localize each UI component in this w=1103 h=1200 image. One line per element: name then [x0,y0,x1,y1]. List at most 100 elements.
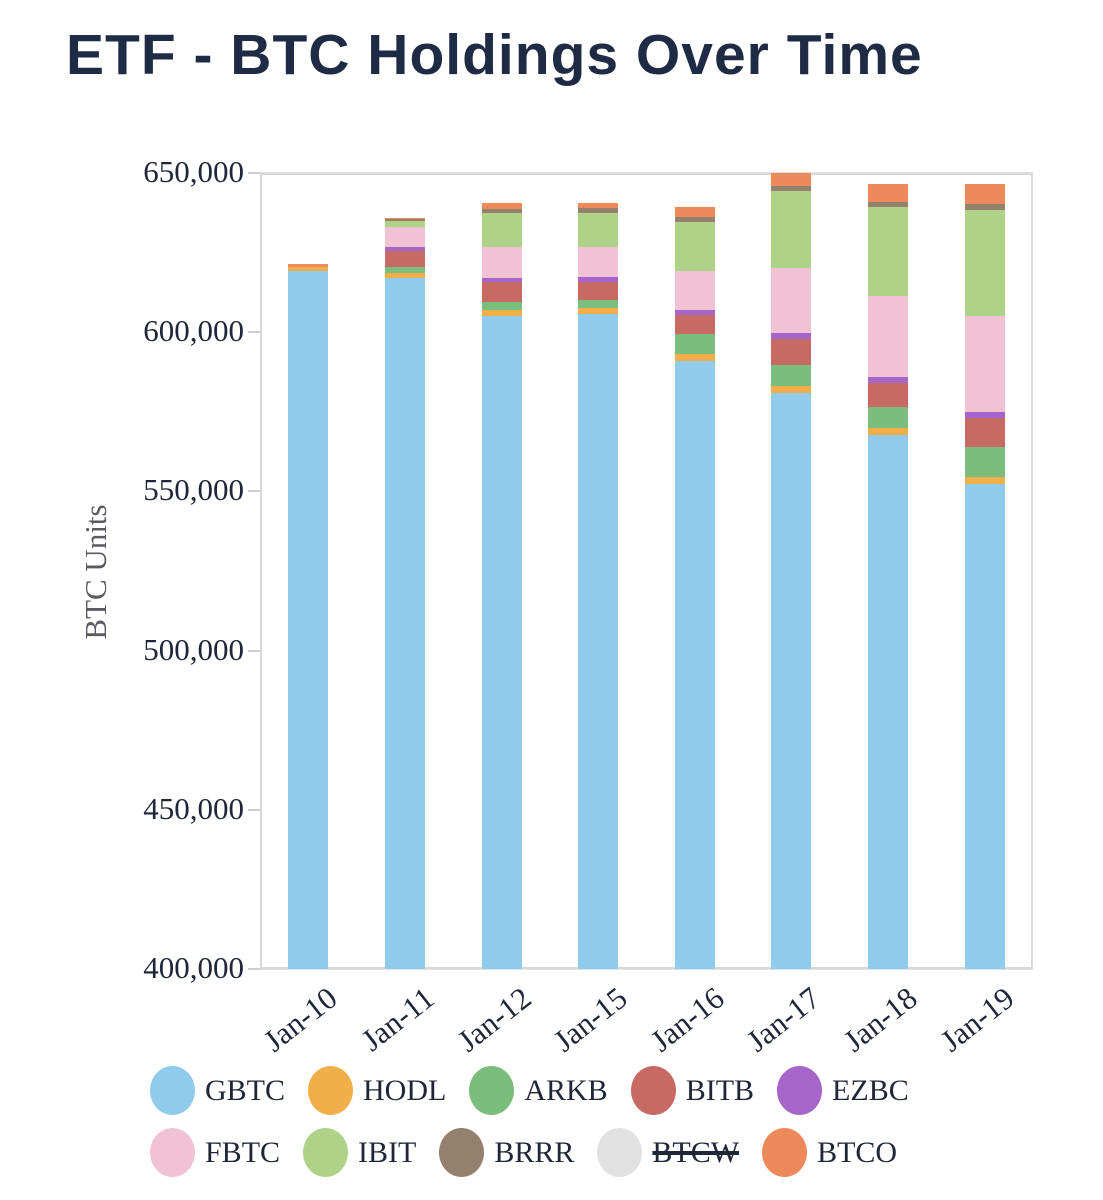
legend-swatch-icon [308,1066,354,1115]
bar-segment-BRRR-Jan-17[interactable] [771,185,811,191]
bar-segment-ARKB-Jan-11[interactable] [385,266,425,273]
bar-segment-BITB-Jan-16[interactable] [675,315,715,335]
x-tick-label: Jan-12 [450,980,538,1059]
bar-segment-BTCO-Jan-10[interactable] [288,264,328,267]
x-tick-label: Jan-11 [354,980,441,1058]
legend-swatch-icon [777,1066,823,1115]
chart-title: ETF - BTC Holdings Over Time [66,23,923,87]
bar-segment-IBIT-Jan-15[interactable] [578,213,618,248]
bar-segment-EZBC-Jan-18[interactable] [868,377,908,384]
bar-segment-GBTC-Jan-10[interactable] [288,271,328,969]
bar-segment-BTCO-Jan-11[interactable] [385,217,425,219]
bar-segment-BRRR-Jan-18[interactable] [868,201,908,208]
legend-item-EZBC[interactable]: EZBC [777,1066,909,1115]
x-tick-label: Jan-16 [643,980,731,1059]
bar-segment-BRRR-Jan-15[interactable] [578,208,618,214]
legend-row: FBTC IBIT BRRR BTCW BTCO [150,1128,909,1177]
bar-segment-BITB-Jan-11[interactable] [385,250,425,267]
y-tick-label: 500,000 [143,632,244,667]
bar-segment-ARKB-Jan-16[interactable] [675,334,715,354]
bar-segment-IBIT-Jan-12[interactable] [482,212,522,247]
bar-segment-IBIT-Jan-19[interactable] [965,210,1005,316]
bar-segment-FBTC-Jan-16[interactable] [675,271,715,311]
bar-segment-BTCO-Jan-16[interactable] [675,207,715,217]
bar-segment-HODL-Jan-12[interactable] [482,309,522,316]
y-tick-label: 600,000 [143,313,244,348]
legend-item-FBTC[interactable]: FBTC [150,1128,280,1177]
bar-segment-HODL-Jan-15[interactable] [578,308,618,315]
legend-item-BRRR[interactable]: BRRR [439,1128,574,1177]
bar-segment-GBTC-Jan-19[interactable] [965,484,1005,969]
bar-segment-ARKB-Jan-18[interactable] [868,407,908,429]
legend-item-BITB[interactable]: BITB [630,1066,755,1115]
bar-segment-BTCO-Jan-17[interactable] [771,173,811,186]
bar-segment-FBTC-Jan-19[interactable] [965,315,1005,412]
bar-segment-EZBC-Jan-16[interactable] [675,310,715,316]
bar-segment-HODL-Jan-19[interactable] [965,476,1005,485]
bar-segment-BRRR-Jan-16[interactable] [675,216,715,223]
legend-swatch-icon [150,1128,195,1177]
legend-row: GBTC HODL ARKB BITB EZBC [150,1066,909,1115]
bar-segment-GBTC-Jan-17[interactable] [771,393,811,969]
bar-segment-ARKB-Jan-17[interactable] [771,364,811,386]
bar-segment-GBTC-Jan-12[interactable] [482,315,522,969]
legend-item-BTCO[interactable]: BTCO [762,1128,897,1177]
bar-segment-BTCO-Jan-18[interactable] [868,183,908,202]
bar-segment-FBTC-Jan-15[interactable] [578,247,618,278]
bar-segment-BTCO-Jan-12[interactable] [482,202,522,209]
bar-segment-EZBC-Jan-15[interactable] [578,277,618,283]
bar-segment-BTCO-Jan-19[interactable] [965,183,1005,204]
legend-label: ARKB [524,1073,608,1107]
bar-segment-HODL-Jan-18[interactable] [868,428,908,436]
bar-segment-GBTC-Jan-11[interactable] [385,278,425,969]
bar-segment-FBTC-Jan-17[interactable] [771,268,811,333]
bar-segment-BRRR-Jan-19[interactable] [965,203,1005,211]
bar-segment-HODL-Jan-10[interactable] [288,266,328,272]
bar-segment-ARKB-Jan-15[interactable] [578,300,618,309]
bar-segment-IBIT-Jan-11[interactable] [385,221,425,228]
legend-item-IBIT[interactable]: IBIT [303,1128,416,1177]
y-tick-label: 400,000 [143,950,244,985]
bar-segment-EZBC-Jan-17[interactable] [771,332,811,339]
bar-segment-IBIT-Jan-16[interactable] [675,222,715,272]
bar-segment-BITB-Jan-12[interactable] [482,281,522,302]
bar-segment-IBIT-Jan-17[interactable] [771,190,811,269]
legend-label: FBTC [205,1135,281,1169]
bar-segment-ARKB-Jan-12[interactable] [482,301,522,310]
bar-segment-EZBC-Jan-12[interactable] [482,277,522,282]
bar-segment-GBTC-Jan-18[interactable] [868,435,908,969]
bar-segment-IBIT-Jan-18[interactable] [868,207,908,297]
legend-swatch-icon [469,1066,515,1115]
bar-segment-BRRR-Jan-11[interactable] [385,218,425,222]
bar-segment-FBTC-Jan-12[interactable] [482,246,522,278]
x-tick-label: Jan-17 [739,980,827,1059]
x-tick-label: Jan-18 [836,980,924,1059]
bar-segment-HODL-Jan-16[interactable] [675,353,715,361]
bar-segment-BITB-Jan-18[interactable] [868,383,908,408]
legend-label: IBIT [358,1135,417,1169]
bar-segment-BTCO-Jan-15[interactable] [578,202,618,209]
legend-label: HODL [363,1073,447,1107]
bar-segment-EZBC-Jan-19[interactable] [965,411,1005,418]
bar-segment-GBTC-Jan-15[interactable] [578,314,618,969]
bar-segment-FBTC-Jan-11[interactable] [385,227,425,247]
bar-segment-ARKB-Jan-19[interactable] [965,446,1005,477]
bar-segment-HODL-Jan-17[interactable] [771,386,811,394]
bar-segment-HODL-Jan-11[interactable] [385,272,425,279]
bar-segment-BITB-Jan-15[interactable] [578,282,618,301]
plot-area [260,173,1033,969]
bar-segment-BITB-Jan-19[interactable] [965,417,1005,447]
y-tick-label: 650,000 [143,154,244,189]
legend-item-HODL[interactable]: HODL [308,1066,446,1115]
legend-item-GBTC[interactable]: GBTC [150,1066,285,1115]
bar-segment-GBTC-Jan-16[interactable] [675,360,715,969]
legend-item-ARKB[interactable]: ARKB [469,1066,608,1115]
bar-segment-FBTC-Jan-18[interactable] [868,296,908,378]
bar-segment-EZBC-Jan-11[interactable] [385,246,425,251]
bar-segment-BITB-Jan-17[interactable] [771,338,811,365]
legend-label: EZBC [832,1073,909,1107]
bar-segment-BRRR-Jan-12[interactable] [482,208,522,213]
legend-item-BTCW[interactable]: BTCW [597,1128,739,1177]
legend-label: BTCO [817,1135,898,1169]
legend-label: BITB [685,1073,755,1107]
